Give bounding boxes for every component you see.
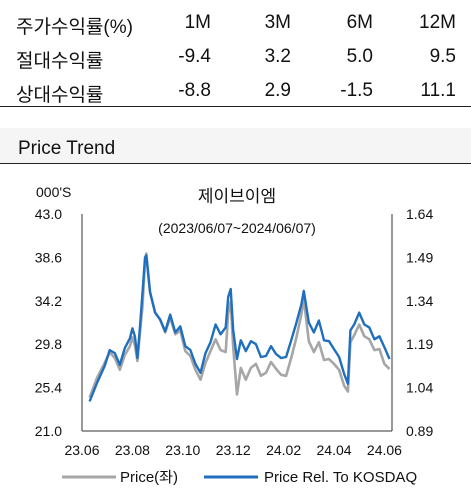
legend-label-price: Price(좌) xyxy=(120,469,178,486)
chart-axes xyxy=(81,214,393,432)
row-label: 상대수익률 xyxy=(16,85,104,106)
table-bottom-rule xyxy=(0,106,471,107)
x-tick-label: 23.06 xyxy=(64,442,99,458)
value-6m: 5.0 xyxy=(346,46,373,67)
right-tick-label: 1.49 xyxy=(406,249,433,265)
row-label: 절대수익률 xyxy=(16,51,104,72)
value-1m: -9.4 xyxy=(178,46,211,67)
chart-lines xyxy=(88,252,391,402)
value-12m: 11.1 xyxy=(420,80,456,101)
left-tick-label: 38.6 xyxy=(35,249,62,265)
left-tick-label: 25.4 xyxy=(35,380,62,396)
absolute-return-row: 절대수익률 -9.4 3.2 5.0 9.5 xyxy=(0,40,471,74)
legend-label-relative: Price Rel. To KOSDAQ xyxy=(264,469,417,486)
value-12m: 9.5 xyxy=(429,46,456,67)
section-title: Price Trend xyxy=(18,138,116,159)
value-6m: -1.5 xyxy=(340,80,373,101)
right-tick-label: 1.64 xyxy=(406,206,433,222)
value-3m: 2.9 xyxy=(264,80,291,101)
section-header xyxy=(0,128,471,164)
relative-price-line xyxy=(88,254,391,402)
left-tick-label: 34.2 xyxy=(35,293,62,309)
right-tick-label: 1.34 xyxy=(406,293,433,309)
left-tick-label: 29.8 xyxy=(35,336,62,352)
x-tick-label: 24.02 xyxy=(266,442,301,458)
x-tick-label: 24.06 xyxy=(367,442,402,458)
chart-subtitle: (2023/06/07~2024/06/07) xyxy=(158,220,316,236)
left-tick-label: 21.0 xyxy=(35,423,62,439)
right-tick-label: 1.04 xyxy=(406,380,433,396)
header-6m: 6M xyxy=(346,12,373,33)
returns-header-row: 주가수익률(%) 1M 3M 6M 12M xyxy=(0,6,471,40)
price-trend-chart: 제이브이엠 (2023/06/07~2024/06/07) 000'S 43.0 38.… xyxy=(35,184,434,486)
right-tick-label: 1.19 xyxy=(406,336,433,352)
relative-return-row: 상대수익률 -8.8 2.9 -1.5 11.1 xyxy=(0,74,471,108)
right-tick-label: 0.89 xyxy=(406,423,433,439)
x-tick-label: 23.10 xyxy=(165,442,200,458)
x-tick-label: 24.04 xyxy=(317,442,352,458)
chart-legend: Price(좌) Price Rel. To KOSDAQ xyxy=(62,469,417,486)
section-rule xyxy=(0,163,471,164)
header-12m: 12M xyxy=(419,12,456,33)
x-tick-label: 23.12 xyxy=(216,442,251,458)
left-tick-label: 43.0 xyxy=(35,206,62,222)
header-1m: 1M xyxy=(184,12,211,33)
chart-ticks: 제이브이엠 (2023/06/07~2024/06/07) 000'S 43.0 38.… xyxy=(35,184,434,458)
x-tick-label: 23.08 xyxy=(115,442,150,458)
left-axis-unit: 000'S xyxy=(36,184,71,200)
header-3m: 3M xyxy=(264,12,291,33)
header-label: 주가수익률(%) xyxy=(16,17,133,38)
chart-title: 제이브이엠 xyxy=(198,187,276,206)
value-1m: -8.8 xyxy=(178,80,211,101)
value-3m: 3.2 xyxy=(264,46,291,67)
